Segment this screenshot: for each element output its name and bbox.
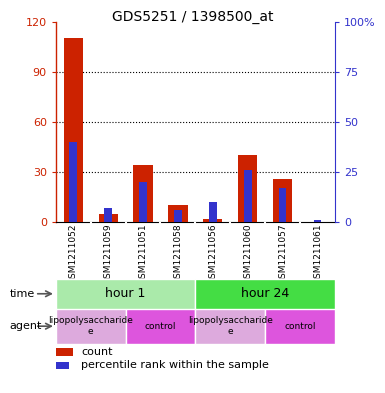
Bar xyxy=(56,22,91,222)
Bar xyxy=(209,202,217,222)
Bar xyxy=(56,362,69,369)
Bar xyxy=(230,22,265,222)
Text: lipopolysaccharide
e: lipopolysaccharide e xyxy=(48,316,133,336)
Bar xyxy=(300,22,335,222)
Text: hour 24: hour 24 xyxy=(241,287,289,300)
Bar xyxy=(195,279,335,309)
Text: GSM1211061: GSM1211061 xyxy=(313,224,322,285)
Text: control: control xyxy=(284,322,316,331)
Bar xyxy=(203,219,223,222)
Text: GDS5251 / 1398500_at: GDS5251 / 1398500_at xyxy=(112,10,273,24)
Bar xyxy=(168,205,187,222)
Text: time: time xyxy=(10,289,35,299)
Text: count: count xyxy=(81,347,112,357)
Text: agent: agent xyxy=(10,321,42,331)
Bar xyxy=(91,22,126,222)
Bar xyxy=(195,309,265,344)
Bar xyxy=(104,208,112,222)
Text: lipopolysaccharide
e: lipopolysaccharide e xyxy=(188,316,273,336)
Text: GSM1211057: GSM1211057 xyxy=(278,224,287,285)
Text: GSM1211060: GSM1211060 xyxy=(243,224,252,285)
Bar xyxy=(126,22,161,222)
Bar xyxy=(69,142,77,222)
Bar xyxy=(56,279,195,309)
Text: percentile rank within the sample: percentile rank within the sample xyxy=(81,360,269,370)
Bar xyxy=(174,210,182,222)
Bar xyxy=(265,309,335,344)
Bar xyxy=(265,22,300,222)
Text: GSM1211059: GSM1211059 xyxy=(104,224,113,285)
Text: hour 1: hour 1 xyxy=(105,287,146,300)
Bar xyxy=(238,155,257,222)
Bar xyxy=(244,170,251,222)
Bar xyxy=(314,220,321,222)
Bar xyxy=(126,309,195,344)
Bar xyxy=(64,38,83,222)
Bar xyxy=(99,214,118,222)
Bar xyxy=(279,188,286,222)
Bar xyxy=(161,22,195,222)
Text: GSM1211051: GSM1211051 xyxy=(139,224,147,285)
Text: GSM1211052: GSM1211052 xyxy=(69,224,78,284)
Bar xyxy=(273,178,292,222)
Bar xyxy=(134,165,152,222)
Bar xyxy=(56,348,72,356)
Text: GSM1211056: GSM1211056 xyxy=(208,224,218,285)
Bar xyxy=(139,182,147,222)
Text: control: control xyxy=(145,322,176,331)
Bar xyxy=(56,309,126,344)
Bar xyxy=(195,22,230,222)
Text: GSM1211058: GSM1211058 xyxy=(173,224,182,285)
